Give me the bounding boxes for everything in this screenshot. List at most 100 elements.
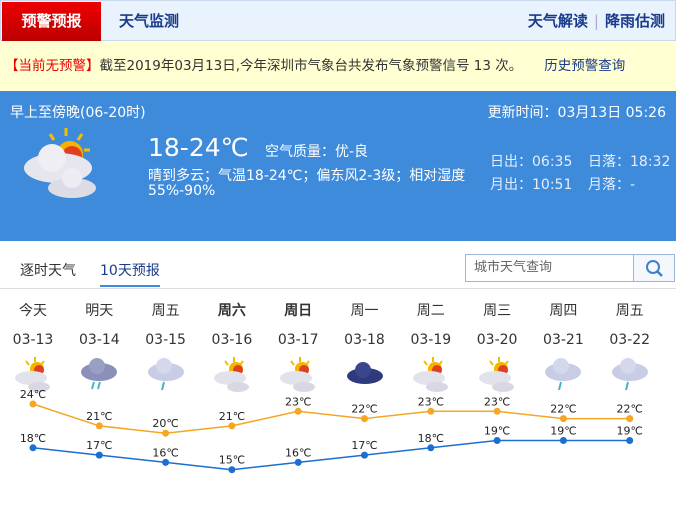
temp-range: 18-24℃ bbox=[148, 133, 249, 162]
day-date: 03-18 bbox=[344, 332, 385, 348]
day-name: 周五 bbox=[151, 303, 180, 319]
low-temp-label: 18℃ bbox=[418, 432, 444, 445]
link-rain[interactable]: 降雨估测 bbox=[604, 12, 665, 30]
high-temp-point bbox=[361, 415, 368, 423]
day-column: 周三 03-20 bbox=[467, 300, 527, 396]
high-temp-label: 24℃ bbox=[20, 390, 46, 401]
day-date: 03-22 bbox=[609, 332, 651, 348]
day-name: 周五 bbox=[615, 303, 644, 319]
temperature-chart: 24℃ 21℃ 20℃ 21℃ 23℃ 22℃ 23℃ 23℃ 22℃ 22℃ 18℃ 17℃ 16℃ 1… bbox=[20, 390, 643, 474]
search-button[interactable] bbox=[633, 254, 675, 282]
high-temp-point bbox=[493, 407, 501, 415]
day-name: 周四 bbox=[549, 303, 578, 319]
high-temp-point bbox=[294, 407, 302, 415]
day-date: 03-15 bbox=[145, 332, 186, 348]
day-name: 周一 bbox=[350, 303, 379, 319]
high-temp-label: 21℃ bbox=[86, 410, 112, 423]
low-temp-label: 19℃ bbox=[617, 425, 643, 438]
updated-time: 更新时间：03月13日 05:26 bbox=[487, 105, 666, 121]
high-temp-point bbox=[228, 422, 236, 430]
low-temp-label: 17℃ bbox=[351, 439, 377, 452]
low-temp-point bbox=[228, 466, 236, 474]
day-column: 周五 03-15 bbox=[136, 300, 196, 396]
high-temp-point bbox=[626, 415, 634, 423]
low-temp-label: 19℃ bbox=[550, 425, 576, 438]
high-temp-point bbox=[95, 422, 103, 430]
humidity: 55%-90% bbox=[148, 183, 216, 199]
low-temp-point bbox=[427, 444, 435, 452]
city-search-input[interactable]: 城市天气查询 bbox=[465, 254, 634, 282]
day-name: 周日 bbox=[284, 303, 313, 319]
low-temp-point bbox=[361, 451, 368, 459]
day-date: 03-16 bbox=[211, 332, 253, 348]
day-column: 周五 03-22 bbox=[600, 300, 660, 396]
divider bbox=[0, 288, 676, 289]
partly-cloudy-icon bbox=[479, 357, 515, 392]
low-temp-point bbox=[559, 437, 567, 444]
tab-monitor[interactable]: 天气监测 bbox=[119, 12, 180, 30]
high-temp-label: 20℃ bbox=[152, 417, 178, 430]
low-temp-label: 16℃ bbox=[285, 446, 311, 459]
warning-text: 截至2019年03月13日,今年深圳市气象台共发布气象预警信号 13 次。 bbox=[99, 58, 523, 74]
day-column: 周一 03-18 bbox=[335, 300, 395, 396]
low-temp-label: 18℃ bbox=[20, 432, 46, 445]
search-icon bbox=[646, 260, 663, 277]
sunrise: 日出：06:35 bbox=[490, 154, 573, 170]
tab-warning[interactable]: 预警预报 bbox=[2, 2, 101, 41]
high-temp-point bbox=[29, 400, 37, 408]
partly-cloudy-icon bbox=[213, 357, 249, 392]
top-nav: 预警预报 天气监测 天气解读 | 降雨估测 bbox=[0, 0, 676, 41]
low-temp-point bbox=[162, 458, 170, 466]
day-column: 周二 03-19 bbox=[401, 300, 461, 396]
low-temp-point bbox=[626, 437, 634, 444]
history-link[interactable]: 历史预警查询 bbox=[544, 58, 626, 74]
partly-cloudy-icon bbox=[412, 357, 448, 392]
overcast-icon bbox=[346, 362, 383, 384]
moonset: 月落：- bbox=[588, 177, 636, 193]
partly-cloudy-icon bbox=[24, 128, 96, 198]
day-name: 明天 bbox=[85, 303, 114, 319]
day-name: 周三 bbox=[483, 303, 512, 319]
link-interpret[interactable]: 天气解读 bbox=[527, 12, 588, 30]
day-date: 03-20 bbox=[476, 332, 518, 348]
high-temp-line bbox=[32, 403, 630, 434]
high-temp-label: 23℃ bbox=[418, 395, 444, 408]
low-temp-point bbox=[294, 458, 302, 466]
tab-10day[interactable]: 10天预报 bbox=[100, 263, 160, 287]
day-date: 03-19 bbox=[410, 332, 452, 348]
day-column: 今天 03-13 bbox=[3, 300, 63, 396]
day-name: 今天 bbox=[19, 303, 47, 319]
high-temp-label: 22℃ bbox=[550, 403, 576, 416]
high-temp-label: 22℃ bbox=[617, 403, 643, 416]
high-temp-label: 22℃ bbox=[351, 403, 377, 416]
high-temp-point bbox=[427, 407, 435, 415]
tab-hourly[interactable]: 逐时天气 bbox=[20, 263, 76, 279]
air-quality: 空气质量：优-良 bbox=[265, 144, 369, 160]
weather-desc: 晴到多云；气温18-24℃；偏东风2-3级；相对湿度 bbox=[148, 168, 466, 184]
light-rain-icon bbox=[147, 358, 184, 391]
light-rain-icon bbox=[545, 358, 582, 391]
high-temp-label: 23℃ bbox=[484, 395, 510, 408]
day-column: 明天 03-14 bbox=[69, 300, 129, 396]
day-date: 03-13 bbox=[12, 332, 54, 348]
moonrise: 月出：10:51 bbox=[490, 177, 573, 193]
low-temp-line bbox=[32, 439, 630, 471]
low-temp-label: 17℃ bbox=[86, 439, 112, 452]
sunset: 日落：18:32 bbox=[588, 154, 671, 170]
divider: | bbox=[593, 12, 599, 30]
low-temp-point bbox=[493, 437, 501, 444]
day-name: 周二 bbox=[416, 303, 445, 319]
partly-cloudy-icon bbox=[15, 357, 50, 392]
period: 早上至傍晚(06-20时) bbox=[10, 105, 146, 121]
high-temp-label: 23℃ bbox=[285, 395, 311, 408]
high-temp-point bbox=[162, 429, 170, 437]
day-column: 周四 03-21 bbox=[533, 300, 593, 396]
high-temp-label: 21℃ bbox=[219, 410, 245, 423]
low-temp-label: 16℃ bbox=[152, 446, 178, 459]
day-date: 03-17 bbox=[277, 332, 319, 348]
partly-cloudy-icon bbox=[280, 357, 316, 392]
rain-icon bbox=[81, 358, 118, 390]
day-column: 周六 03-16 bbox=[202, 300, 262, 396]
high-temp-point bbox=[559, 415, 567, 423]
day-name: 周六 bbox=[217, 303, 246, 319]
